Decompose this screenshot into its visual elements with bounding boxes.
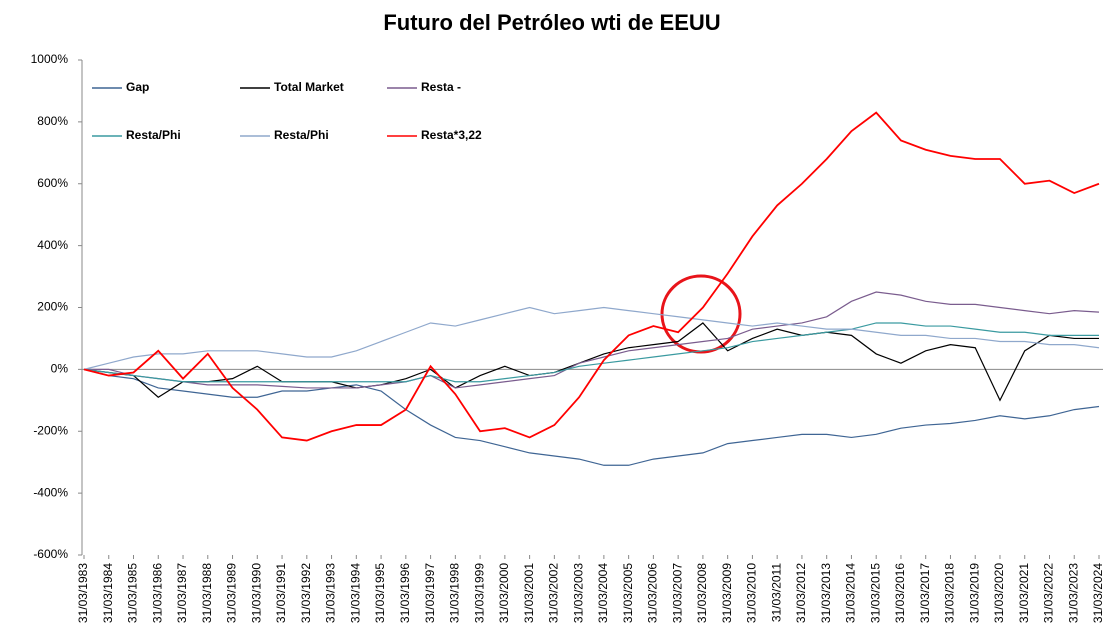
x-tick-label: 31/03/1994 — [348, 563, 362, 623]
series-line — [83, 322, 1099, 402]
y-tick-label: 600% — [37, 176, 68, 190]
x-tick-label: 31/03/1987 — [175, 563, 189, 623]
series-line — [83, 306, 1100, 370]
x-tick-label: 31/03/2013 — [819, 563, 833, 623]
x-tick-label: 31/03/1986 — [150, 563, 164, 623]
y-tick-label: -400% — [33, 485, 68, 499]
x-tick-label: 31/03/2016 — [893, 563, 907, 623]
x-tick-label: 31/03/2003 — [571, 563, 585, 623]
x-tick-label: 31/03/2010 — [745, 563, 759, 623]
series-line — [83, 322, 1099, 383]
x-tick-label: 31/03/1983 — [76, 563, 90, 623]
x-tick-label: 31/03/1989 — [225, 563, 239, 623]
series-line — [84, 291, 1100, 389]
x-tick-label: 31/03/2019 — [967, 563, 981, 623]
x-tick-label: 31/03/2011 — [769, 563, 783, 622]
series-line — [83, 368, 1100, 466]
series-line — [83, 111, 1100, 442]
x-tick-label: 31/03/1993 — [324, 563, 338, 623]
x-tick-label: 31/03/2020 — [992, 563, 1006, 623]
x-tick-label: 31/03/1997 — [423, 563, 437, 623]
x-tick-label: 31/03/2005 — [621, 563, 635, 623]
x-tick-label: 31/03/1985 — [126, 563, 140, 623]
x-tick-label: 31/03/2017 — [918, 563, 932, 623]
x-tick-label: 31/03/1996 — [398, 563, 412, 623]
x-tick-label: 31/03/1991 — [274, 563, 288, 623]
x-tick-label: 31/03/2007 — [670, 563, 684, 623]
x-tick-label: 31/03/1998 — [448, 563, 462, 623]
x-tick-label: 31/03/2002 — [547, 563, 561, 623]
y-tick-label: 800% — [37, 114, 68, 128]
y-tick-label: 0% — [51, 362, 69, 376]
x-tick-label: 31/03/2018 — [943, 563, 957, 623]
x-tick-label: 31/03/2008 — [695, 563, 709, 623]
x-tick-label: 31/03/1999 — [472, 563, 486, 623]
y-tick-label: 1000% — [31, 52, 69, 66]
x-tick-label: 31/03/2014 — [844, 563, 858, 623]
x-tick-label: 31/03/2023 — [1066, 563, 1080, 623]
x-tick-label: 31/03/1984 — [101, 563, 115, 623]
legend-label: Resta/Phi — [274, 128, 329, 142]
y-tick-label: 200% — [37, 300, 68, 314]
x-tick-label: 31/03/1990 — [249, 563, 263, 623]
x-tick-label: 31/03/1995 — [373, 563, 387, 623]
x-tick-label: 31/03/2012 — [794, 563, 808, 623]
x-tick-label: 31/03/1992 — [299, 563, 313, 623]
highlight-circle — [660, 274, 742, 354]
x-tick-label: 31/03/2015 — [868, 563, 882, 623]
legend-label: Gap — [126, 80, 149, 94]
x-tick-label: 31/03/2022 — [1042, 563, 1056, 623]
x-tick-label: 31/03/1988 — [200, 563, 214, 623]
legend-label: Resta - — [421, 80, 461, 94]
y-tick-label: -600% — [33, 547, 68, 561]
x-tick-label: 31/03/2000 — [497, 563, 511, 623]
x-tick-label: 31/03/2006 — [646, 563, 660, 623]
legend-label: Total Market — [274, 80, 344, 94]
chart-title: Futuro del Petróleo wti de EEUU — [383, 10, 720, 35]
y-tick-label: -200% — [33, 423, 68, 437]
x-tick-label: 31/03/2009 — [720, 563, 734, 623]
legend-label: Resta/Phi — [126, 128, 181, 142]
x-tick-label: 31/03/2021 — [1017, 563, 1031, 623]
x-tick-label: 31/03/2001 — [522, 563, 536, 623]
legend-label: Resta*3,22 — [421, 128, 482, 142]
x-tick-label: 31/03/2024 — [1091, 563, 1105, 623]
x-tick-label: 31/03/2004 — [596, 563, 610, 623]
y-tick-label: 400% — [37, 238, 68, 252]
